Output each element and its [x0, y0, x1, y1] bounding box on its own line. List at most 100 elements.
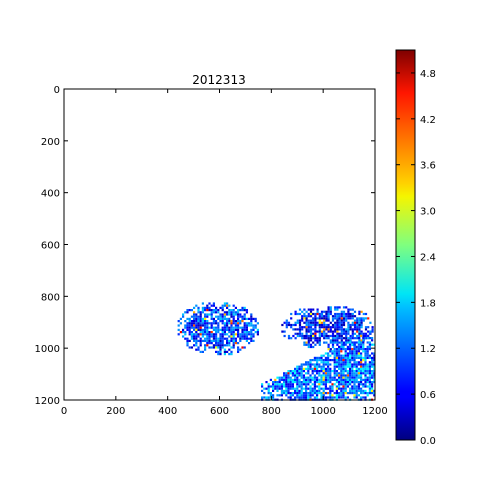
heatmap-cell [338, 345, 341, 348]
heatmap-cell [307, 308, 310, 311]
heatmap-cell [331, 323, 335, 327]
x-tick-label: 400 [158, 406, 177, 417]
heatmap-cell [241, 309, 244, 312]
heatmap-cell [362, 341, 365, 344]
heatmap-cell [221, 337, 224, 340]
heatmap-cell [190, 326, 193, 329]
heatmap-cell [316, 372, 319, 375]
heatmap-cell [358, 319, 361, 322]
heatmap-cell [296, 370, 299, 373]
heatmap-cell [351, 367, 354, 370]
heatmap-cell [312, 334, 315, 338]
heatmap-cell [338, 306, 341, 309]
heatmap-cell [313, 387, 316, 390]
heatmap-cell [316, 356, 319, 359]
heatmap-cell [366, 352, 369, 355]
heatmap-cell [291, 392, 294, 395]
heatmap-cell [338, 352, 341, 355]
heatmap-cell [342, 396, 345, 399]
heatmap-cell [311, 376, 314, 379]
heatmap-cell [349, 323, 352, 327]
heatmap-cell [267, 392, 270, 395]
heatmap-cell [219, 350, 222, 353]
heatmap-cell [364, 378, 367, 381]
heatmap-cell [248, 322, 251, 325]
heatmap-cell [355, 389, 358, 392]
heatmap-cell [327, 348, 330, 351]
heatmap-cell [360, 367, 363, 370]
x-tick-label: 600 [210, 406, 229, 417]
heatmap-cell [302, 363, 305, 366]
heatmap-cell [324, 383, 327, 386]
heatmap-cell [346, 374, 349, 377]
heatmap-cell [314, 315, 317, 318]
heatmap-cell [215, 322, 218, 325]
heatmap-cell [353, 359, 356, 362]
heatmap-cell [221, 328, 224, 331]
heatmap-cell [325, 315, 328, 318]
heatmap-cell [340, 319, 343, 322]
heatmap-cell [325, 332, 328, 335]
heatmap-cell [342, 310, 346, 313]
heatmap-cell [312, 312, 315, 316]
heatmap-cell [193, 335, 196, 338]
heatmap-cell [223, 326, 226, 329]
heatmap-cell [278, 381, 281, 384]
heatmap-cell [276, 389, 279, 392]
heatmap-cell [267, 385, 270, 388]
heatmap-cell [241, 333, 244, 336]
heatmap-cell [371, 387, 374, 390]
heatmap-cell [201, 309, 204, 312]
heatmap-cell [223, 331, 226, 334]
heatmap-cell [228, 304, 231, 307]
heatmap-cell [314, 334, 317, 338]
heatmap-cell [199, 337, 202, 340]
heatmap-cell [289, 383, 292, 386]
heatmap-cell [342, 381, 345, 384]
heatmap-cell [329, 310, 332, 313]
heatmap-cell [373, 367, 376, 370]
heatmap-cell [309, 319, 313, 322]
heatmap-cell [342, 317, 346, 320]
heatmap-cell [364, 352, 367, 355]
heatmap-cell [371, 381, 374, 384]
heatmap-cell [346, 345, 349, 348]
heatmap-cell [215, 346, 218, 349]
heatmap-cell [289, 372, 292, 375]
heatmap-cell [324, 367, 327, 370]
heatmap-cell [305, 334, 308, 338]
heatmap-cell [289, 381, 292, 384]
heatmap-cell [307, 387, 310, 390]
heatmap-cell [287, 376, 290, 379]
heatmap-cell [366, 363, 369, 366]
heatmap-cell [333, 370, 336, 373]
heatmap-cell [219, 306, 222, 309]
heatmap-cell [355, 396, 358, 399]
heatmap-cell [221, 304, 224, 307]
heatmap-cell [320, 312, 324, 316]
heatmap-cell [195, 344, 198, 347]
heatmap-cell [357, 350, 360, 353]
heatmap-cell [204, 326, 207, 329]
heatmap-cell [366, 348, 369, 351]
heatmap-cell [331, 345, 335, 349]
heatmap-cell [351, 337, 354, 340]
heatmap-cell [226, 328, 229, 331]
heatmap-cell [345, 337, 348, 340]
heatmap-cell [358, 326, 361, 329]
heatmap-cell [371, 383, 374, 386]
heatmap-cell [336, 332, 339, 335]
heatmap-cell [320, 392, 323, 395]
heatmap-cell [346, 354, 349, 357]
heatmap-cell [305, 392, 308, 395]
heatmap-cell [245, 322, 248, 325]
heatmap-cell [239, 322, 242, 325]
heatmap-cell [357, 337, 360, 340]
heatmap-cell [212, 322, 215, 325]
heatmap-cell [344, 361, 347, 364]
heatmap-cell [210, 339, 213, 342]
heatmap-cell [313, 356, 316, 359]
heatmap-cell [199, 322, 202, 325]
heatmap-cell [245, 324, 248, 327]
